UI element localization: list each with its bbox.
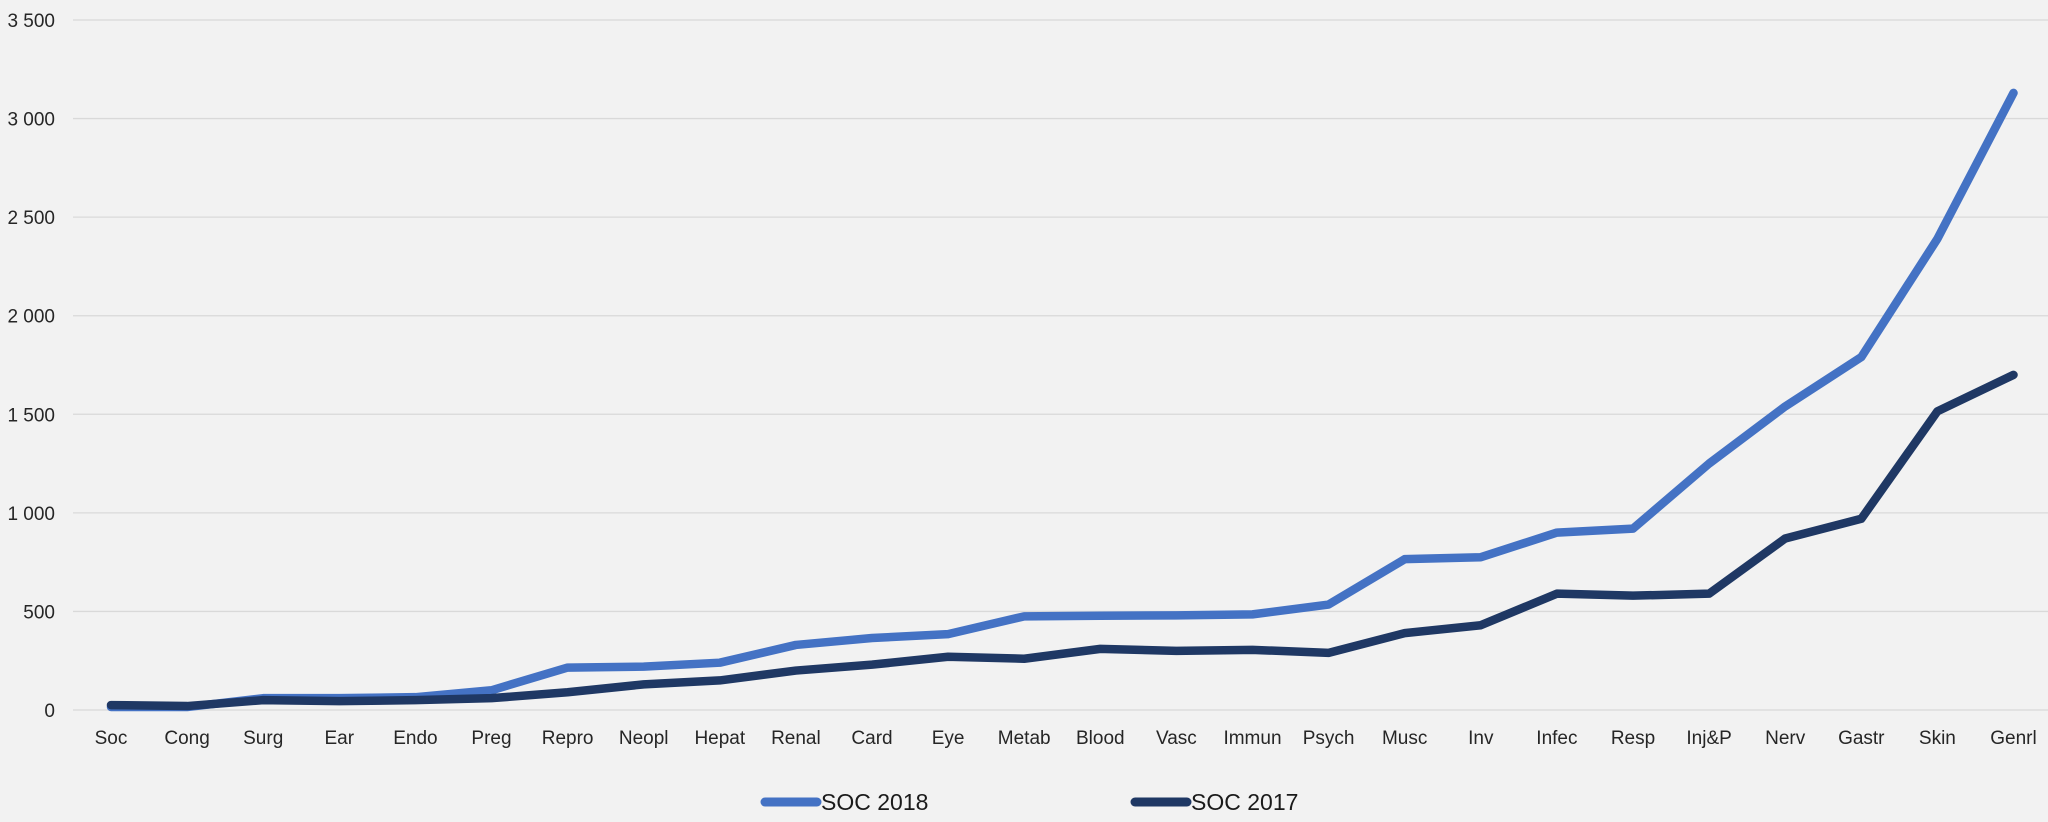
x-tick-label: Infec <box>1536 728 1577 749</box>
data-point <box>795 669 797 672</box>
x-tick-label: Endo <box>393 728 437 749</box>
x-tick-label: Surg <box>243 728 283 749</box>
data-point <box>1404 632 1406 634</box>
data-point <box>871 664 873 666</box>
data-point <box>1328 652 1330 654</box>
data-point <box>1404 558 1406 560</box>
data-point <box>490 697 493 699</box>
x-tick-label: Renal <box>771 728 821 749</box>
data-point <box>643 666 645 668</box>
data-point <box>490 689 493 691</box>
y-tick-label: 2 000 <box>7 307 55 328</box>
x-tick-label: Repro <box>542 728 594 749</box>
x-tick-label: Ear <box>325 728 355 749</box>
y-tick-label: 2 500 <box>7 208 55 229</box>
x-tick-label: Skin <box>1919 728 1956 749</box>
data-point <box>643 683 645 685</box>
legend-label: SOC 2017 <box>1191 789 1298 815</box>
x-tick-label: Metab <box>998 728 1051 749</box>
data-point <box>110 704 112 706</box>
data-point <box>1099 648 1101 650</box>
data-point <box>1860 356 1862 358</box>
x-tick-label: Musc <box>1382 728 1427 749</box>
data-point <box>1784 537 1786 540</box>
x-tick-label: Nerv <box>1765 728 1806 749</box>
x-tick-label: Genrl <box>1990 728 2036 749</box>
data-point <box>1632 595 1634 597</box>
x-tick-label: Blood <box>1076 728 1125 749</box>
data-point <box>1936 238 1938 240</box>
data-point <box>871 637 873 639</box>
x-tick-label: Eye <box>932 728 965 749</box>
x-tick-label: Vasc <box>1156 728 1197 749</box>
data-point <box>1480 556 1482 558</box>
data-point <box>2012 92 2015 94</box>
x-tick-label: Gastr <box>1838 728 1885 749</box>
data-point <box>338 700 340 702</box>
data-point <box>1936 410 1938 412</box>
legend-label: SOC 2018 <box>821 789 928 815</box>
data-point <box>1632 528 1634 530</box>
x-tick-label: Inj&P <box>1686 728 1731 749</box>
y-tick-label: 1 500 <box>7 405 55 426</box>
series-lines <box>106 88 2018 712</box>
y-axis: 0 500 1 000 1 500 2 000 2 500 3 000 3 500 <box>7 11 55 722</box>
data-point <box>1175 614 1177 616</box>
data-point <box>1175 650 1177 652</box>
x-tick-label: Psych <box>1303 728 1355 749</box>
data-point <box>186 705 188 707</box>
data-point <box>1708 593 1710 595</box>
x-tick-label: Neopl <box>619 728 669 749</box>
data-point <box>414 699 416 701</box>
y-tick-label: 1 000 <box>7 504 55 525</box>
x-tick-label: Hepat <box>694 728 745 749</box>
x-tick-label: Immun <box>1223 728 1281 749</box>
y-tick-label: 3 500 <box>7 11 55 32</box>
data-point <box>1784 405 1786 407</box>
data-point <box>795 644 797 646</box>
data-point <box>1251 649 1254 651</box>
x-tick-label: Resp <box>1611 728 1655 749</box>
data-point <box>1480 624 1482 626</box>
series-line-soc-2017 <box>106 370 2018 711</box>
data-point <box>947 656 949 658</box>
legend: SOC 2018 SOC 2017 <box>760 789 1298 815</box>
data-point <box>719 662 721 664</box>
data-point <box>567 667 569 669</box>
x-tick-label: Preg <box>471 728 511 749</box>
x-tick-label: Cong <box>164 728 209 749</box>
data-point <box>1023 658 1025 660</box>
x-axis: Soc Cong Surg Ear Endo Preg Repro Neopl Hepat Ren… <box>95 728 2037 749</box>
data-point <box>262 699 264 701</box>
data-point <box>1023 615 1025 617</box>
x-tick-label: Card <box>851 728 892 749</box>
data-point <box>719 679 721 682</box>
data-point <box>1099 615 1101 617</box>
gridlines <box>73 19 2048 711</box>
y-tick-label: 3 000 <box>7 110 55 131</box>
data-point <box>947 633 949 635</box>
x-tick-label: Inv <box>1468 728 1494 749</box>
data-point <box>1556 531 1558 534</box>
data-point <box>1328 603 1330 606</box>
data-point <box>1251 613 1254 615</box>
data-point <box>1556 593 1558 595</box>
data-point <box>2012 374 2015 376</box>
y-tick-label: 0 <box>44 701 55 722</box>
data-point <box>1708 462 1710 465</box>
data-point <box>1860 518 1862 520</box>
y-tick-label: 500 <box>23 602 55 623</box>
data-point <box>567 691 569 693</box>
x-tick-label: Soc <box>95 728 128 749</box>
